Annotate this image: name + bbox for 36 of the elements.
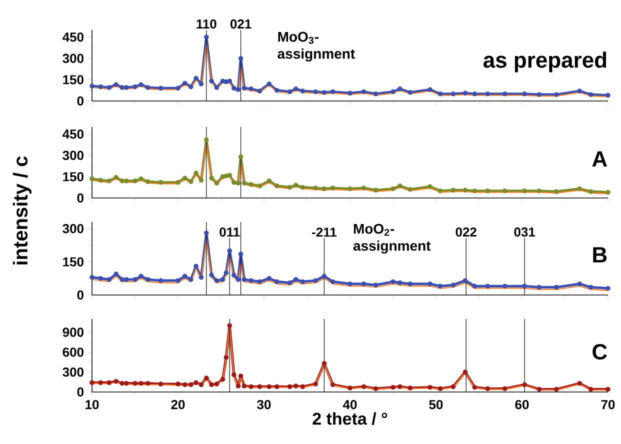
x-tick-label: 30 <box>257 400 271 410</box>
y-tick-label: 0 <box>77 387 84 397</box>
y-tick-label: 0 <box>77 290 84 300</box>
annotation: 011 <box>220 227 240 237</box>
annotation: MoO$_{2}$- assignment <box>353 224 431 254</box>
x-axis-title: 2 theta / ° <box>312 412 388 425</box>
y-tick-label: 450 <box>62 32 84 42</box>
annotation: 031 <box>514 227 536 237</box>
annotation: 022 <box>456 227 476 237</box>
text: A <box>592 151 608 167</box>
x-tick-label: 60 <box>515 400 529 410</box>
annotation: MoO$_{3}$- assignment <box>278 32 355 62</box>
y-tick-label: 150 <box>63 172 84 182</box>
x-tick-label: 50 <box>429 400 443 410</box>
y-tick-label: 450 <box>62 129 84 139</box>
y-tick-label: 150 <box>63 75 84 84</box>
y-tick-label: 600 <box>62 348 84 357</box>
x-tick-label: 70 <box>601 400 615 410</box>
y-tick-label: 300 <box>62 150 84 160</box>
x-tick-label: 10 <box>86 400 99 410</box>
y-tick-label: 150 <box>63 257 84 266</box>
text: B <box>593 247 607 262</box>
y-tick-label: 300 <box>62 54 84 63</box>
y-tick-label: 0 <box>77 96 84 106</box>
text: 021 <box>230 19 252 29</box>
y-tick-label: 300 <box>62 224 84 234</box>
text: as prepared <box>484 52 606 72</box>
y-tick-label: 300 <box>62 367 84 377</box>
text: 110 <box>196 19 216 29</box>
x-tick-label: 40 <box>342 400 357 410</box>
text: C <box>592 344 607 360</box>
y-tick-label: 900 <box>62 328 84 337</box>
y-tick-label: 0 <box>77 193 84 203</box>
annotation: -211 <box>312 228 336 237</box>
y-axis-title: intensity / c <box>12 156 32 264</box>
x-tick-label: 20 <box>171 400 185 410</box>
